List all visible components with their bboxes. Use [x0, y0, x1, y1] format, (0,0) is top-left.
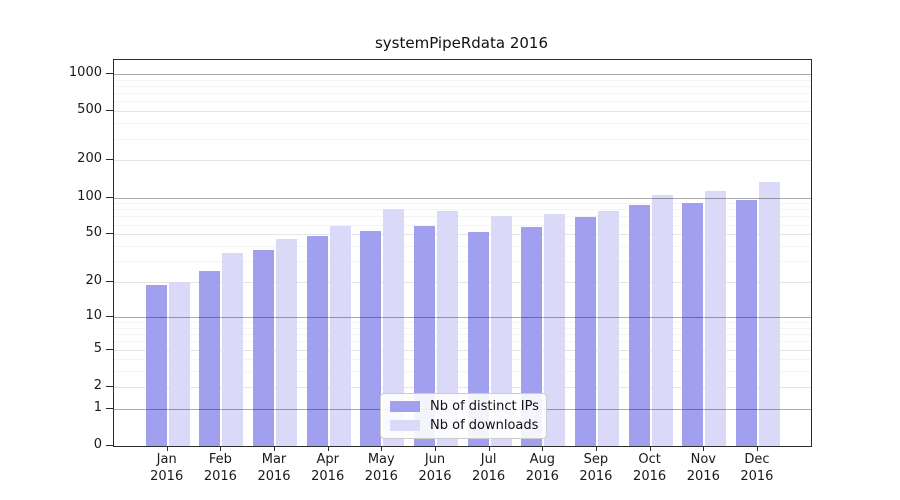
y-tick-label-500: 500	[30, 101, 102, 119]
bar-apr-downloads	[330, 226, 351, 446]
bar-feb-downloads	[222, 253, 243, 446]
x-tick-label-oct: Oct 2016	[622, 451, 678, 485]
y-tick-label-10: 10	[30, 307, 102, 325]
bar-jan-distinct-ips	[146, 285, 167, 446]
x-tick-label-jun: Jun 2016	[407, 451, 463, 485]
legend-row-downloads: Nb of downloads	[381, 419, 546, 433]
legend-swatch-distinct-ips	[390, 401, 420, 412]
bar-apr-distinct-ips	[307, 236, 328, 446]
gridline-800	[114, 86, 811, 87]
y-tick-label-1000: 1000	[30, 64, 102, 82]
bar-mar-downloads	[276, 239, 297, 446]
y-tick-label-200: 200	[30, 150, 102, 168]
y-tick-label-20: 20	[30, 272, 102, 290]
bar-mar-distinct-ips	[253, 250, 274, 446]
y-tick-label-5: 5	[30, 340, 102, 358]
gridline-400	[114, 123, 811, 124]
legend-label-distinct-ips: Nb of distinct IPs	[430, 400, 539, 414]
x-tick-label-apr: Apr 2016	[300, 451, 356, 485]
y-tick-mark-5	[106, 349, 113, 350]
chart-title: systemPipeRdata 2016	[113, 34, 810, 52]
gridline-300	[114, 139, 811, 140]
legend: Nb of distinct IPs Nb of downloads	[380, 393, 547, 439]
y-tick-label-100: 100	[30, 188, 102, 206]
x-tick-label-feb: Feb 2016	[192, 451, 248, 485]
gridline-500	[114, 111, 811, 112]
y-tick-mark-50	[106, 233, 113, 234]
x-tick-label-dec: Dec 2016	[729, 451, 785, 485]
y-tick-mark-10	[106, 316, 113, 317]
y-tick-label-0: 0	[30, 436, 102, 454]
y-tick-mark-1000	[106, 73, 113, 74]
x-tick-label-nov: Nov 2016	[675, 451, 731, 485]
y-tick-mark-500	[106, 110, 113, 111]
legend-swatch-downloads	[390, 420, 420, 431]
y-tick-label-50: 50	[30, 224, 102, 242]
gridline-200	[114, 160, 811, 161]
bar-jan-downloads	[169, 282, 190, 446]
bar-oct-distinct-ips	[629, 205, 650, 446]
bar-feb-distinct-ips	[199, 271, 220, 447]
x-tick-label-jul: Jul 2016	[461, 451, 517, 485]
y-tick-mark-1	[106, 408, 113, 409]
x-tick-label-mar: Mar 2016	[246, 451, 302, 485]
legend-row-distinct-ips: Nb of distinct IPs	[381, 400, 546, 414]
y-tick-mark-100	[106, 197, 113, 198]
bar-aug-downloads	[544, 214, 565, 446]
gridline-900	[114, 80, 811, 81]
y-tick-label-1: 1	[30, 399, 102, 417]
y-tick-mark-20	[106, 281, 113, 282]
y-tick-mark-0	[106, 445, 113, 446]
bar-sep-downloads	[598, 211, 619, 446]
y-tick-label-2: 2	[30, 377, 102, 395]
x-tick-label-sep: Sep 2016	[568, 451, 624, 485]
bar-dec-downloads	[759, 182, 780, 446]
gridline-100	[114, 198, 811, 199]
gridline-1000	[114, 74, 811, 75]
y-tick-mark-200	[106, 159, 113, 160]
legend-label-downloads: Nb of downloads	[430, 419, 538, 433]
y-tick-mark-2	[106, 386, 113, 387]
x-tick-label-may: May 2016	[353, 451, 409, 485]
chart-figure: systemPipeRdata 2016 Nb of distinct IPs …	[0, 0, 900, 500]
gridline-600	[114, 101, 811, 102]
plot-area: Nb of distinct IPs Nb of downloads	[113, 59, 812, 447]
gridline-10	[114, 317, 811, 318]
bar-sep-distinct-ips	[575, 217, 596, 446]
x-tick-label-jan: Jan 2016	[139, 451, 195, 485]
x-tick-label-aug: Aug 2016	[514, 451, 570, 485]
gridline-700	[114, 93, 811, 94]
bar-may-distinct-ips	[360, 231, 381, 446]
